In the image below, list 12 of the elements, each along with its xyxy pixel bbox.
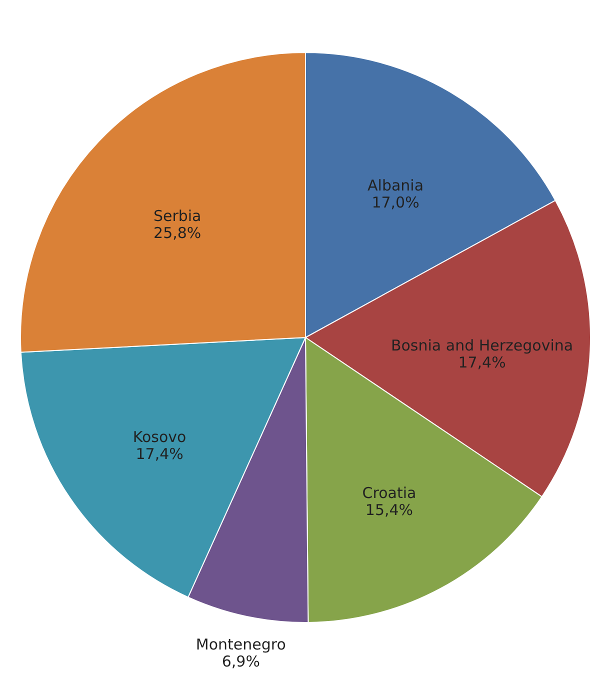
data-label: 17,4% (458, 354, 506, 372)
data-label: 17,4% (136, 445, 184, 464)
data-label: 15,4% (365, 501, 414, 520)
data-label: 25,8% (154, 224, 202, 242)
slice-label: Bosnia and Herzegovina (390, 336, 574, 355)
data-label: 6,9% (222, 652, 260, 670)
data-label: 17,0% (372, 193, 420, 212)
slice-label: Montenegro (196, 635, 286, 654)
slice-label: Serbia (153, 206, 202, 225)
slice-label: Kosovo (132, 428, 186, 446)
slice-label: Croatia (362, 484, 416, 502)
slice-label: Albania (368, 176, 424, 194)
